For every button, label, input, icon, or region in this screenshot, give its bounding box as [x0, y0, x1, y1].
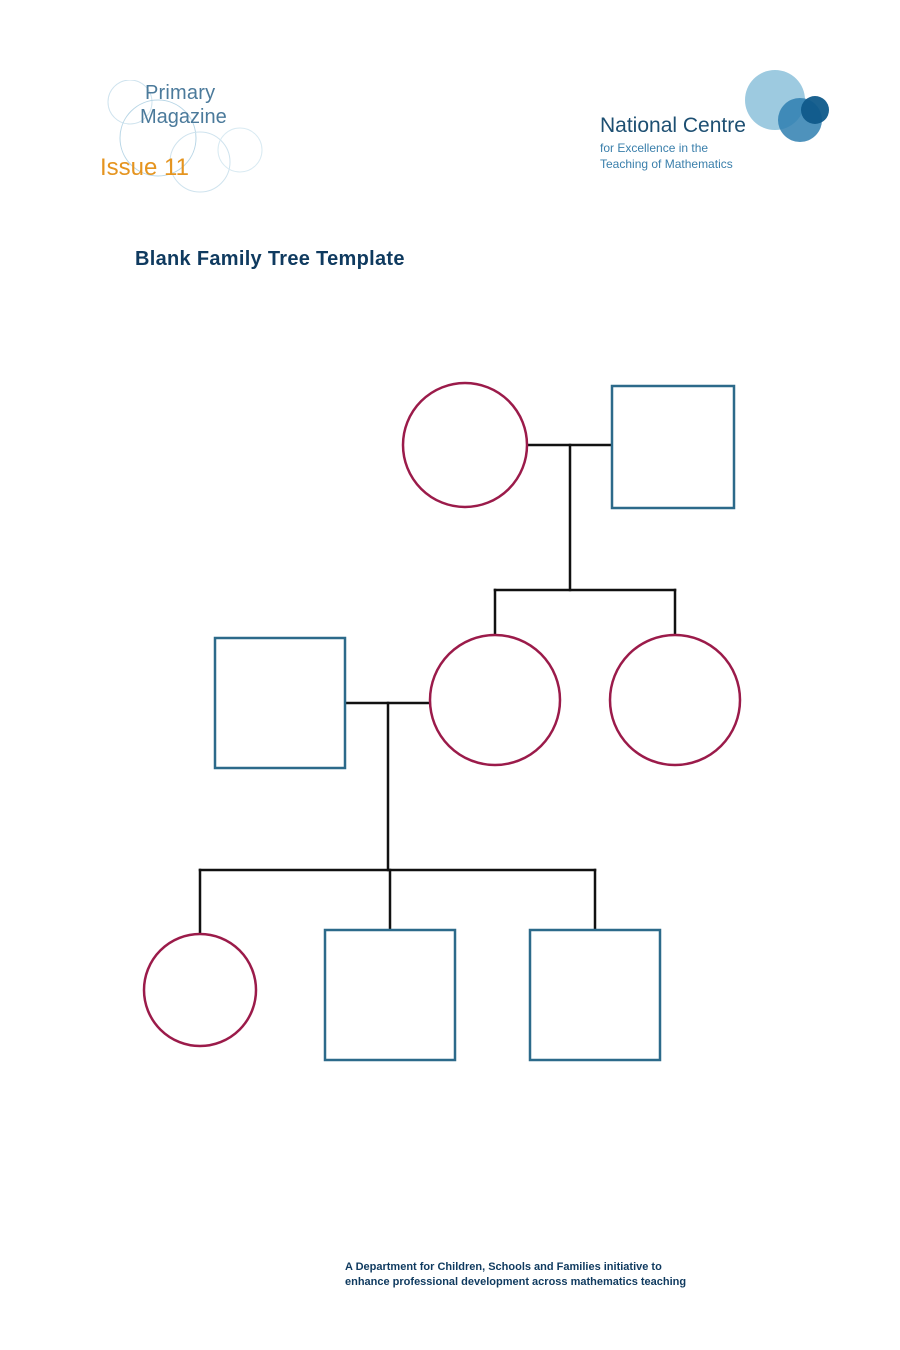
family-tree-diagram [0, 0, 900, 1350]
page: Primary Magazine Issue 11 National Centr… [0, 0, 900, 1350]
footer-line2: enhance professional development across … [345, 1276, 686, 1288]
tree-node-circle [430, 635, 560, 765]
tree-node-square [325, 930, 455, 1060]
tree-node-square [530, 930, 660, 1060]
tree-node-circle [610, 635, 740, 765]
footer-line1: A Department for Children, Schools and F… [345, 1261, 662, 1273]
footer-text: A Department for Children, Schools and F… [345, 1260, 815, 1290]
tree-node-circle [144, 934, 256, 1046]
tree-node-square [612, 386, 734, 508]
tree-node-square [215, 638, 345, 768]
tree-node-circle [403, 383, 527, 507]
